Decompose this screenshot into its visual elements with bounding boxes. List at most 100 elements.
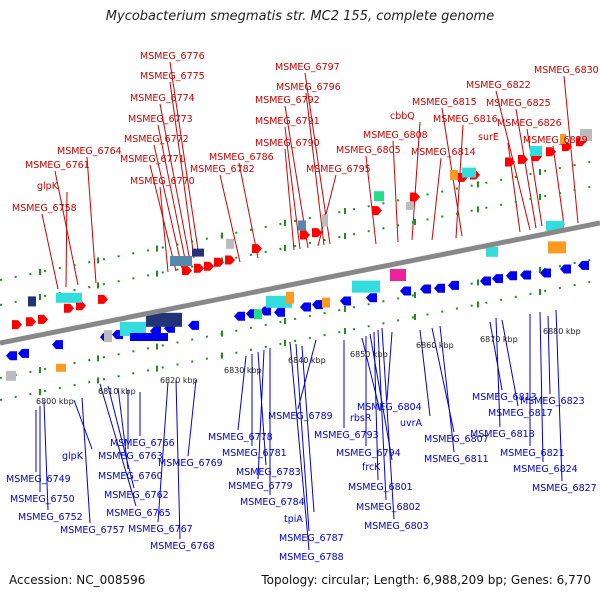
forward-gene-arrow [410,192,420,202]
top-leader-line [305,92,325,246]
top-gene-label: MSMEG_6814 [411,147,476,158]
cds-block [192,248,204,257]
bottom-leader-line [501,319,519,407]
top-leader-line [238,162,259,259]
reverse-gene-arrow [520,270,531,280]
top-gene-label: MSMEG_6782 [190,164,255,175]
reverse-gene-arrow [312,300,323,310]
reverse-gene-arrow [52,340,63,350]
bottom-gene-label: MSMEG_6779 [228,481,293,492]
top-leader-line [411,121,421,241]
bottom-gene-label: MSMEG_6778 [208,432,273,443]
genome-backbone-line [0,220,600,346]
reverse-gene-arrow [18,348,29,358]
top-gene-label: MSMEG_6772 [124,134,189,145]
reverse-gene-arrow [448,280,459,290]
top-leader-line [159,186,169,273]
top-leader-line [392,140,399,243]
bottom-gene-label: MSMEG_6768 [150,541,215,552]
cds-block [226,238,234,249]
bottom-gene-label: MSMEG_6802 [356,502,421,513]
bottom-leader-line [81,397,91,524]
bottom-gene-label: frcK [362,462,381,473]
cds-block [56,363,66,372]
forward-gene-arrow [76,301,86,311]
bottom-leader-line [489,321,503,391]
top-gene-label: cbbQ [390,111,415,122]
forward-gene-arrow [546,147,556,157]
cds-block [560,134,566,144]
bottom-gene-label: glpK [62,451,84,462]
bottom-leader-line [289,341,310,551]
top-gene-label: MSMEG_6815 [412,97,477,108]
forward-gene-arrow [505,157,515,167]
cds-block [374,191,384,202]
bottom-gene-label: MSMEG_6824 [513,464,578,475]
cds-block [322,214,328,227]
top-gene-label: MSMEG_6822 [466,80,531,91]
genome-title: Mycobacterium smegmatis str. MC2 155, co… [105,9,495,24]
top-gene-label: MSMEG_6795 [306,164,371,175]
cds-block [406,201,414,210]
top-gene-label: MSMEG_6776 [140,51,205,62]
cds-block [298,220,306,231]
forward-gene-arrow [312,228,322,238]
forward-gene-arrow [372,206,382,216]
bottom-gene-label: MSMEG_6803 [364,521,429,532]
bottom-leader-line [297,339,317,410]
bottom-leader-line [187,379,197,457]
bottom-leader-line [257,351,267,466]
top-gene-label: MSMEG_6771 [120,154,185,165]
reverse-gene-arrow [234,311,245,321]
top-gene-label: MSMEG_6774 [130,93,195,104]
bottom-leader-line [43,401,49,511]
top-gene-label: MSMEG_6805 [336,145,401,156]
cds-block [266,295,292,308]
top-gene-label: glpK [37,181,59,192]
scale-label: 6880 kbp [543,327,581,336]
reverse-gene-arrow [6,351,17,361]
forward-gene-arrow [562,142,572,152]
bottom-gene-label: MSMEG_6787 [279,533,344,544]
top-leader-line [169,61,199,251]
tick-row [0,159,600,281]
top-gene-label: MSMEG_6764 [57,146,122,157]
cds-block [170,256,192,266]
bottom-leader-lines [35,309,563,551]
forward-gene-arrow [518,154,528,164]
reverse-gene-arrow [274,307,285,317]
bottom-gene-label: MSMEG_6765 [106,508,171,519]
bottom-leader-line [107,385,135,489]
top-gene-labels: MSMEG_6776 MSMEG_6775 MSMEG_6774 MSMEG_6773… [12,51,599,214]
bottom-leader-line [419,329,431,417]
forward-gene-arrow [38,314,48,324]
top-leader-line [157,124,187,265]
top-gene-label: MSMEG_6761 [25,160,90,171]
cds-block [146,312,182,327]
reverse-gene-arrow [540,268,551,278]
forward-gene-arrow [64,303,74,313]
bottom-leader-line [301,345,315,513]
bottom-gene-label: MSMEG_6767 [128,524,193,535]
top-leader-line [563,75,579,224]
top-leader-line [86,156,97,284]
bottom-gene-label: MSMEG_6783 [236,467,301,478]
cds-block [322,297,330,308]
reverse-gene-arrow [480,276,491,286]
cds-block [352,280,380,293]
forward-gene-arrow [300,230,310,240]
top-leader-line [153,144,183,269]
top-gene-label: MSMEG_6796 [276,82,341,93]
cds-block [450,170,458,180]
reverse-gene-arrow [366,293,377,303]
bottom-gene-label: MSMEG_6789 [268,411,333,422]
bottom-leader-line [547,315,551,395]
bottom-gene-label: MSMEG_6750 [10,494,75,505]
cds-block [546,220,564,231]
bottom-gene-label: MSMEG_6818 [470,429,535,440]
top-gene-label: MSMEG_6808 [363,130,428,141]
accession-text: Accession: NC_008596 [9,573,146,587]
forward-gene-arrow [98,294,108,304]
top-gene-label: MSMEG_6758 [12,203,77,214]
